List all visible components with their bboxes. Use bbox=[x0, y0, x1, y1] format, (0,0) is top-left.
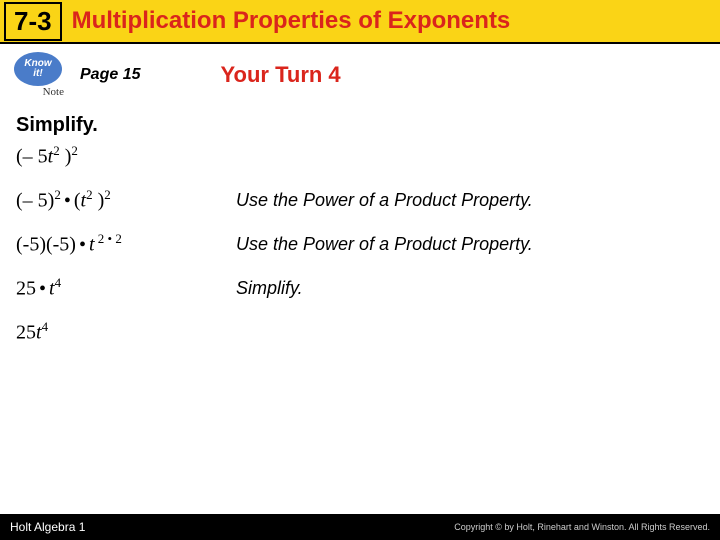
math-expression: (– 5)2•(t2 )2 bbox=[16, 187, 236, 213]
step-row: (-5)(-5)•t 2 • 2 Use the Power of a Prod… bbox=[16, 229, 720, 259]
footer-bar: Holt Algebra 1 Copyright © by Holt, Rine… bbox=[0, 514, 720, 540]
step-explain: Use the Power of a Product Property. bbox=[236, 190, 533, 211]
know-it-badge: Know it! Note bbox=[10, 52, 66, 98]
step-row: (– 5t2 )2 bbox=[16, 141, 720, 171]
step-row: 25t4 bbox=[16, 317, 720, 347]
badge-line2: it! bbox=[33, 68, 42, 79]
math-expression: (-5)(-5)•t 2 • 2 bbox=[16, 231, 236, 257]
page-number-label: Page 15 bbox=[80, 66, 140, 84]
step-explain: Use the Power of a Product Property. bbox=[236, 234, 533, 255]
subheader-row: Know it! Note Page 15 Your Turn 4 bbox=[10, 52, 720, 98]
step-row: (– 5)2•(t2 )2 Use the Power of a Product… bbox=[16, 185, 720, 215]
footer-book-title: Holt Algebra 1 bbox=[10, 520, 85, 534]
footer-copyright: Copyright © by Holt, Rinehart and Winsto… bbox=[454, 522, 710, 532]
math-expression: 25•t4 bbox=[16, 275, 236, 301]
badge-note: Note bbox=[43, 86, 64, 98]
section-number: 7-3 bbox=[4, 2, 62, 41]
math-expression: 25t4 bbox=[16, 319, 236, 345]
header-bar: 7-3 Multiplication Properties of Exponen… bbox=[0, 0, 720, 44]
step-explain: Simplify. bbox=[236, 278, 303, 299]
your-turn-heading: Your Turn 4 bbox=[220, 62, 340, 88]
simplify-heading: Simplify. bbox=[16, 114, 720, 137]
step-row: 25•t4 Simplify. bbox=[16, 273, 720, 303]
content-area: Simplify. (– 5t2 )2 (– 5)2•(t2 )2 Use th… bbox=[16, 114, 720, 347]
math-expression: (– 5t2 )2 bbox=[16, 143, 236, 169]
lesson-title: Multiplication Properties of Exponents bbox=[72, 7, 511, 35]
